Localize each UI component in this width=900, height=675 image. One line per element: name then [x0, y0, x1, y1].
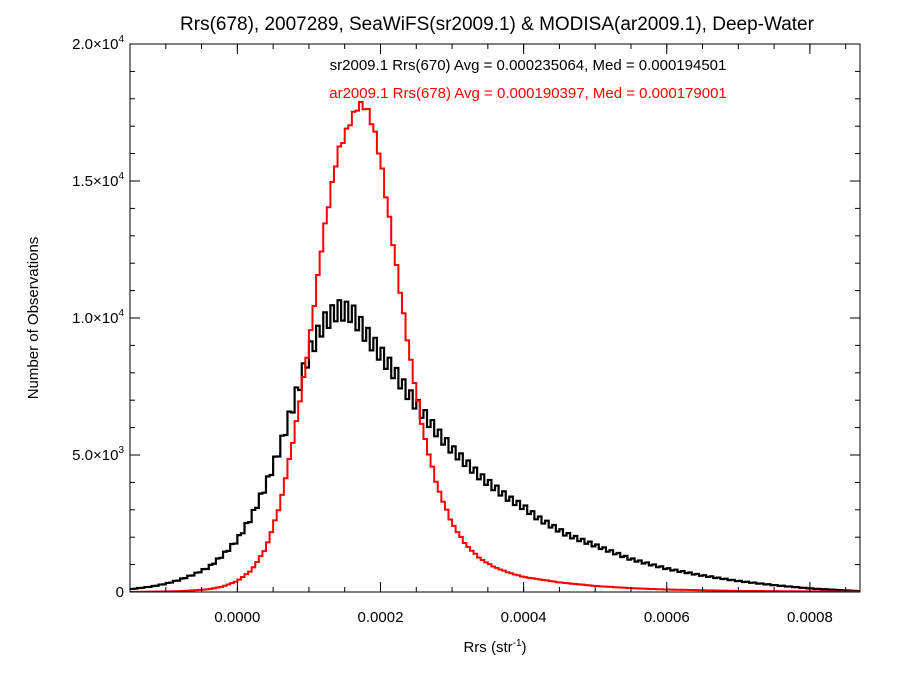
x-tick-label-3: 0.0006 — [644, 609, 690, 626]
chart-title: Rrs(678), 2007289, SeaWiFS(sr2009.1) & M… — [180, 14, 815, 35]
series-line-sr2009-1 — [130, 299, 860, 592]
plot-area — [130, 101, 860, 592]
x-axis-label-superscript: -1 — [513, 638, 522, 649]
y-axis: 0 5.0×103 1.0×104 1.5×104 2.0×104 — [72, 34, 860, 601]
x-axis: 0.0000 0.0002 0.0004 0.0006 0.0008 — [165, 44, 847, 626]
x-tick-label-1: 0.0002 — [358, 609, 404, 626]
series-line-ar2009-1 — [130, 101, 860, 592]
y-tick-label-2: 1.0×104 — [72, 308, 124, 327]
x-tick-label-0: 0.0000 — [214, 609, 260, 626]
y-tick-label-0: 0 — [116, 584, 124, 601]
x-tick-label-4: 0.0008 — [787, 609, 833, 626]
x-tick-label-2: 0.0004 — [501, 609, 547, 626]
series-label-ar2009: ar2009.1 Rrs(678) Avg = 0.000190397, Med… — [329, 85, 727, 102]
x-axis-label: Rrs (str-1) — [463, 638, 526, 656]
plot-frame — [129, 43, 861, 593]
y-tick-label-4: 2.0×104 — [72, 34, 124, 53]
y-tick-label-1: 5.0×103 — [72, 445, 124, 464]
y-tick-label-3: 1.5×104 — [72, 171, 124, 190]
series-label-sr2009: sr2009.1 Rrs(670) Avg = 0.000235064, Med… — [330, 57, 727, 74]
y-axis-label: Number of Observations — [25, 237, 42, 400]
x-axis-label-close: ) — [522, 639, 527, 656]
